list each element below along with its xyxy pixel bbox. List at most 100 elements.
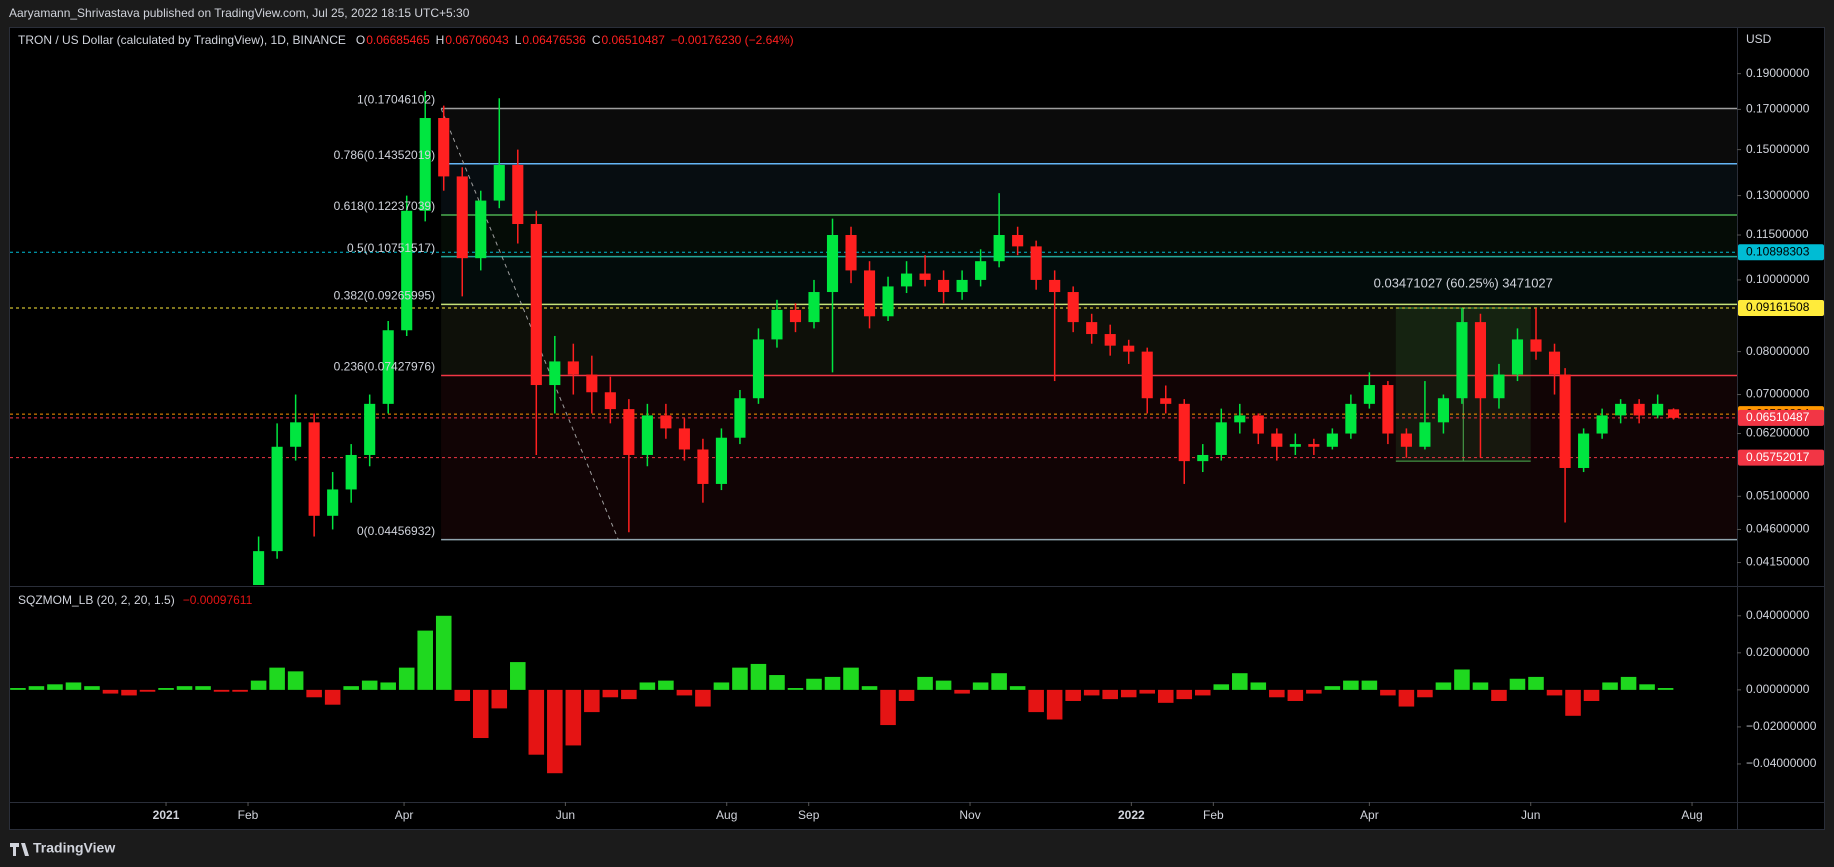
- candle-body: [1178, 403, 1190, 462]
- candle-body: [401, 210, 413, 331]
- candle-body: [438, 118, 450, 177]
- momentum-bar: [1324, 686, 1341, 690]
- y-tick-label: 0.04150000: [1746, 555, 1810, 569]
- candle-body: [253, 551, 265, 585]
- price-badge-label: 0.06510487: [1746, 410, 1810, 424]
- candle-body: [771, 309, 783, 340]
- candle-body: [586, 374, 598, 393]
- candle-body: [919, 273, 931, 280]
- momentum-bar: [324, 689, 341, 705]
- momentum-bar: [1269, 689, 1285, 698]
- fib-trend-line: [440, 108, 619, 540]
- momentum-bar: [1398, 689, 1415, 707]
- candle-body: [901, 273, 913, 287]
- change-value: −0.00176230 (−2.64%): [671, 33, 794, 47]
- momentum-bar: [1250, 682, 1267, 690]
- candle-body: [1456, 322, 1468, 399]
- candle-body: [419, 118, 431, 211]
- candle-body: [604, 392, 616, 410]
- symbol-title: TRON / US Dollar (calculated by TradingV…: [18, 33, 346, 47]
- momentum-bar: [1343, 680, 1359, 690]
- candle-body: [956, 279, 968, 293]
- footer-logo: [10, 843, 29, 856]
- momentum-bar: [1157, 689, 1174, 703]
- candle-body: [1326, 433, 1338, 447]
- momentum-bar: [47, 684, 63, 690]
- candle-body: [1652, 403, 1664, 416]
- momentum-bar: [787, 688, 804, 690]
- momentum-bar: [472, 689, 489, 739]
- momentum-bar: [1546, 689, 1563, 696]
- candle-body: [493, 164, 505, 201]
- candle-body: [1308, 444, 1320, 447]
- fib-label: 0.236(0.07427976): [334, 360, 435, 374]
- price-badge-label: 0.05752017: [1746, 450, 1810, 464]
- y-tick-label: 0.04600000: [1746, 522, 1810, 536]
- y-tick-label: 0.04000000: [1746, 608, 1810, 622]
- momentum-bar: [398, 667, 415, 690]
- candle-body: [1067, 292, 1079, 323]
- candle-body: [1400, 433, 1412, 447]
- candle-body: [567, 361, 579, 375]
- candle-body: [1215, 422, 1227, 455]
- candle-body: [1437, 398, 1449, 423]
- indicator-value: −0.00097611: [183, 593, 253, 607]
- momentum-bar: [1361, 680, 1378, 690]
- momentum-bar: [417, 630, 433, 690]
- ohlc-key: O: [356, 33, 365, 47]
- candle-body: [327, 489, 339, 516]
- candle-body: [882, 286, 894, 317]
- candle-body: [993, 235, 1005, 262]
- momentum-bar: [528, 689, 545, 755]
- y-tick-label: 0.05100000: [1746, 488, 1810, 502]
- candle-body: [1419, 422, 1431, 447]
- candle-body: [530, 224, 542, 386]
- candle-body: [1012, 235, 1024, 247]
- momentum-bar: [195, 686, 211, 690]
- candle-body: [1633, 403, 1645, 416]
- y-tick-label: 0.08000000: [1746, 344, 1810, 358]
- momentum-bar: [602, 689, 619, 698]
- y-tick-label: 0.06200000: [1746, 426, 1810, 440]
- y-tick-label: 0.19000000: [1746, 66, 1810, 80]
- x-tick-label: Apr: [1360, 808, 1379, 822]
- x-tick-label: Jun: [556, 808, 575, 822]
- y-tick-label: 0.07000000: [1746, 387, 1810, 401]
- momentum-bar: [565, 689, 582, 746]
- candle-body: [789, 309, 802, 323]
- indicator-title: SQZMOM_LB (20, 2, 20, 1.5): [18, 593, 175, 607]
- candle-body: [1252, 415, 1264, 434]
- momentum-bar: [1491, 689, 1507, 701]
- candle-body: [1578, 433, 1590, 468]
- momentum-bar: [510, 662, 526, 690]
- candle-body: [456, 176, 468, 259]
- momentum-bar: [1287, 689, 1304, 701]
- candle-body: [1493, 374, 1505, 399]
- momentum-bar: [1528, 676, 1544, 690]
- momentum-bar: [1509, 678, 1526, 690]
- momentum-bar: [1435, 682, 1452, 690]
- price-badge-label: 0.09161508: [1746, 300, 1810, 314]
- momentum-bar: [1102, 689, 1118, 700]
- indicator-pane: [10, 615, 1674, 774]
- momentum-bar: [287, 671, 304, 690]
- momentum-bar: [1472, 682, 1489, 690]
- fib-band: [441, 375, 1737, 540]
- candle-body: [475, 200, 487, 259]
- candle-body: [1382, 385, 1394, 434]
- momentum-bar: [713, 682, 730, 690]
- momentum-bar: [1083, 689, 1100, 696]
- momentum-bar: [1232, 673, 1248, 690]
- currency-label: USD: [1746, 32, 1772, 46]
- fib-label: 0(0.04456932): [357, 524, 435, 538]
- x-tick-label: Apr: [395, 808, 414, 822]
- fib-label: 1(0.17046102): [357, 93, 435, 107]
- momentum-bar: [843, 667, 859, 690]
- fib-label: 0.382(0.09265995): [334, 289, 435, 303]
- candle-body: [1596, 415, 1608, 434]
- candle-body: [1345, 403, 1357, 434]
- price-badge: [1738, 449, 1824, 466]
- candle-body: [808, 292, 820, 323]
- candle-body: [826, 235, 839, 293]
- candle-body: [1548, 351, 1561, 375]
